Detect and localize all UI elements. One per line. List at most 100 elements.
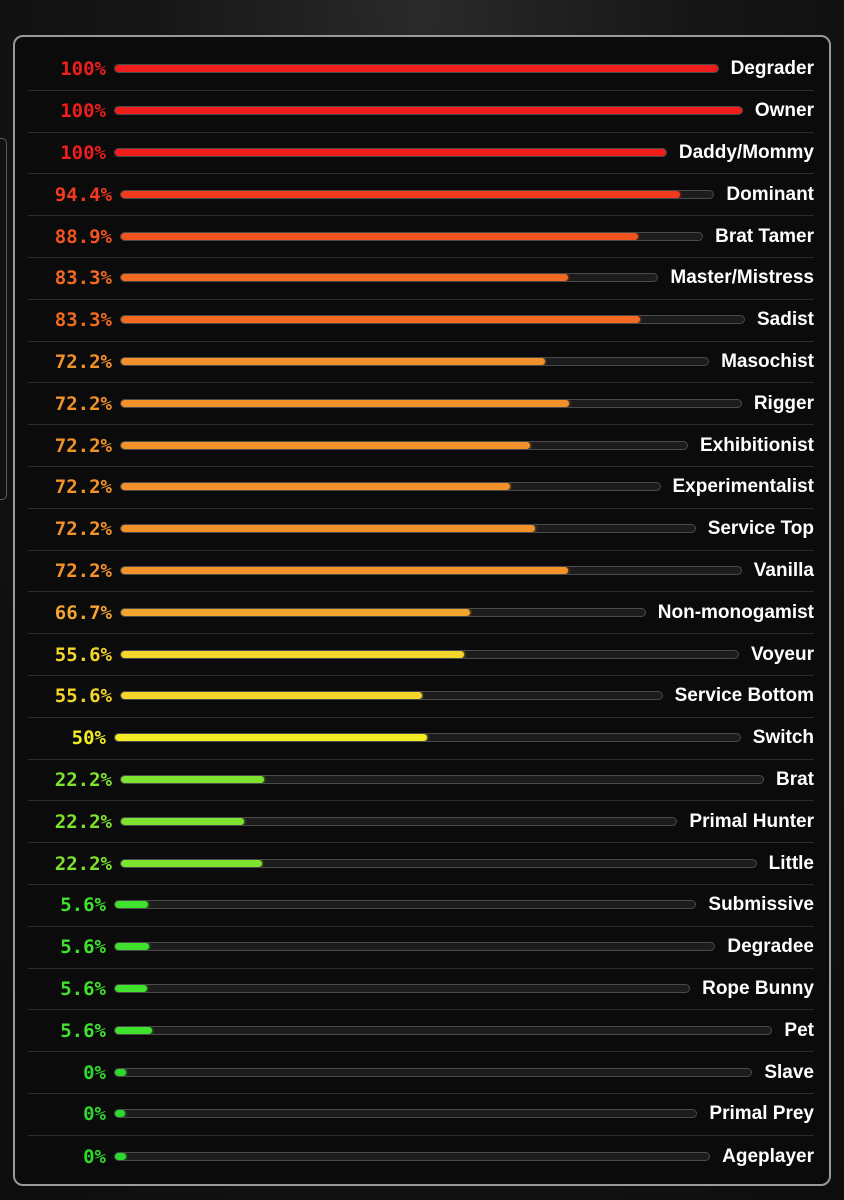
percent-value: 0% [83,1145,106,1168]
bar-fill [121,357,545,365]
percent-value: 72.2% [54,518,112,541]
bar-fill [121,441,530,449]
bar-row: 5.6% Rope Bunny [28,969,814,1011]
trait-label: Masochist [721,350,814,372]
percent-value: 5.6% [60,1019,106,1042]
percent-value: 22.2% [54,810,112,833]
bar-row: 88.9% Brat Tamer [28,216,814,258]
bar-row: 83.3% Sadist [28,300,814,342]
bar-track [120,816,678,826]
bar-row: 83.3% Master/Mistress [28,258,814,300]
percent-value: 83.3% [54,309,112,332]
bar-fill [121,859,262,867]
percent-value: 22.2% [54,768,112,791]
percent-value: 88.9% [54,225,112,248]
bar-track [120,273,659,283]
trait-label: Submissive [708,894,814,916]
bar-track [114,147,667,157]
percent-value: 0% [83,1103,106,1126]
bar-track [114,983,691,993]
bar-track [120,398,742,408]
percent-value: 100% [60,100,106,123]
bar-track [114,106,743,116]
trait-label: Brat [775,768,814,790]
bar-fill [115,107,742,115]
bar-track [120,482,661,492]
trait-label: Sadist [756,309,814,331]
trait-label: Switch [752,727,814,749]
bar-row: 72.2% Vanilla [28,551,814,593]
percent-value: 5.6% [60,894,106,917]
bar-fill [115,148,666,156]
bar-track [120,607,646,617]
results-panel: 100% Degrader 100% Owner 100% Daddy/Mommy 94.4… [13,35,831,1186]
trait-label: Brat Tamer [715,225,814,247]
bar-track [120,858,757,868]
bar-fill [115,1110,126,1118]
bar-row: 66.7% Non-monogamist [28,592,814,635]
bar-track [120,774,764,784]
bar-track [120,231,704,241]
bar-fill [115,1152,126,1160]
percent-value: 72.2% [54,434,112,457]
trait-label: Voyeur [750,643,814,665]
percent-value: 55.6% [54,643,112,666]
percent-value: 72.2% [54,350,112,373]
bar-fill [121,650,465,658]
bar-fill [121,817,245,825]
bar-fill [121,399,569,407]
bar-row: 100% Degrader [28,49,814,91]
bar-track [120,565,742,575]
bar-row: 22.2% Brat [28,760,814,802]
bar-row: 72.2% Service Top [28,509,814,551]
bar-fill [121,566,569,574]
bar-track [114,1025,773,1035]
bar-fill [121,692,422,700]
trait-label: Slave [764,1061,814,1083]
bar-track [114,942,716,952]
percent-value: 5.6% [60,977,106,1000]
bar-track [120,315,745,325]
trait-label: Daddy/Mommy [678,141,814,163]
percent-value: 0% [83,1061,106,1084]
percent-value: 5.6% [60,936,106,959]
trait-label: Rope Bunny [702,977,814,999]
bar-track [120,524,696,534]
trait-label: Primal Prey [709,1103,814,1125]
bar-row: 0% Slave [28,1052,814,1094]
bar-row: 55.6% Voyeur [28,634,814,676]
bar-track [120,189,715,199]
bar-row: 0% Primal Prey [28,1094,814,1136]
bar-track [120,649,739,659]
bar-row: 22.2% Primal Hunter [28,801,814,844]
bar-fill [115,1026,152,1034]
bar-track [120,356,710,366]
percent-value: 72.2% [54,476,112,499]
bar-track [114,1151,711,1161]
percent-value: 83.3% [54,267,112,290]
percent-value: 22.2% [54,852,112,875]
bar-row: 0% Ageplayer [28,1136,814,1178]
bar-fill [115,943,149,951]
bar-row: 72.2% Rigger [28,383,814,426]
bar-fill [115,901,148,909]
trait-label: Degradee [727,936,814,958]
trait-label: Exhibitionist [700,434,814,456]
bar-fill [121,274,568,282]
bar-track [114,1067,753,1077]
bar-fill [121,525,536,533]
bar-row: 100% Owner [28,91,814,133]
bar-track [120,691,663,701]
bar-row: 5.6% Pet [28,1010,814,1053]
bar-fill [115,1068,127,1076]
percent-value: 55.6% [54,685,112,708]
trait-label: Experimentalist [672,476,815,498]
bar-row: 5.6% Degradee [28,927,814,969]
background-edge [0,138,7,500]
percent-value: 50% [71,727,106,750]
bar-row: 72.2% Experimentalist [28,467,814,509]
bar-track [120,440,688,450]
percent-value: 72.2% [54,392,112,415]
bar-row: 72.2% Exhibitionist [28,425,814,467]
